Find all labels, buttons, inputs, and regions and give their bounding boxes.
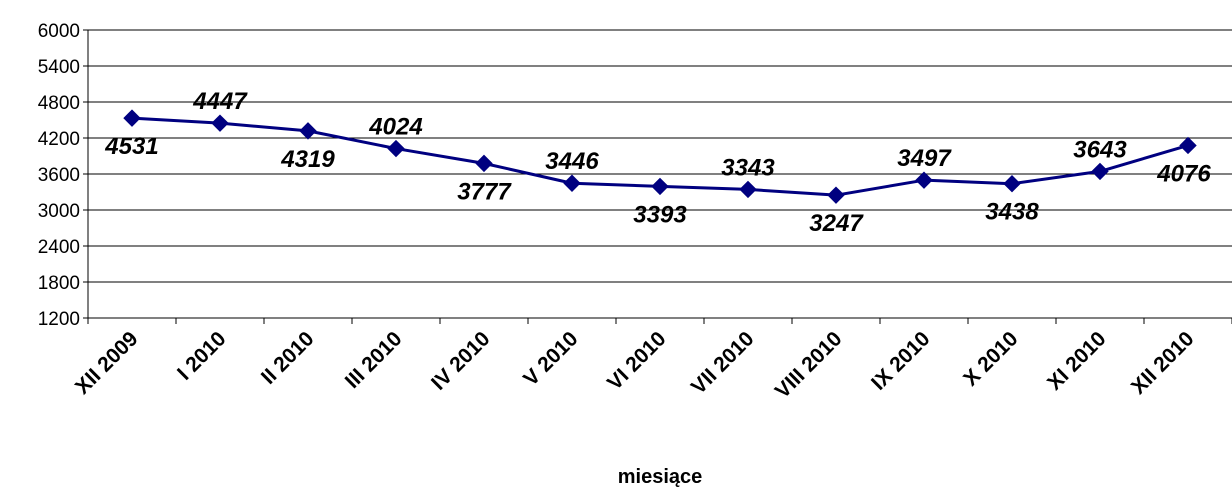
data-label: 3777 [457, 178, 512, 205]
data-label: 4447 [192, 88, 248, 115]
data-label: 3446 [545, 148, 599, 175]
data-label: 4531 [104, 133, 158, 160]
data-point-marker [827, 186, 845, 204]
x-axis: XII 2009 I 2010 II 2010 III 2010 IV 2010 V 20… [71, 317, 1232, 403]
x-tick-label: XII 2010 [1127, 327, 1199, 399]
data-point-marker [739, 180, 757, 199]
data-series [123, 109, 1197, 204]
y-tick-label: 3600 [38, 165, 80, 186]
y-tick-label: 6000 [38, 21, 80, 42]
data-point-marker [1091, 162, 1109, 181]
data-label: 3643 [1073, 136, 1127, 163]
x-tick-label: IV 2010 [427, 327, 494, 394]
x-tick-label: III 2010 [341, 327, 407, 393]
x-tick-label: X 2010 [959, 327, 1022, 390]
data-point-marker [211, 114, 229, 132]
data-label: 4076 [1156, 160, 1211, 187]
data-label: 3438 [985, 199, 1039, 226]
data-point-marker [563, 174, 581, 192]
gridlines [88, 29, 1232, 319]
data-label: 4024 [368, 114, 422, 141]
data-point-marker [915, 171, 933, 189]
data-point-marker [299, 122, 317, 140]
data-label: 4319 [280, 146, 335, 173]
x-tick-label: VII 2010 [687, 327, 759, 399]
data-point-marker [651, 177, 669, 196]
x-tick-label: V 2010 [519, 327, 582, 390]
x-tick-label: XI 2010 [1043, 327, 1110, 394]
y-axis: 1200 1800 2400 3000 3600 4200 4800 5400 6000 [38, 21, 89, 330]
data-point-marker [123, 109, 141, 127]
x-tick-label: VI 2010 [603, 327, 670, 394]
data-label: 3343 [721, 154, 775, 181]
data-point-marker [387, 139, 405, 158]
data-label: 3247 [809, 210, 864, 237]
x-tick-label: IX 2010 [867, 327, 934, 394]
y-tick-label: 2400 [38, 237, 80, 258]
y-tick-label: 3000 [38, 201, 80, 222]
y-tick-label: 1200 [38, 309, 80, 330]
data-point-marker [1003, 175, 1021, 193]
data-label: 3497 [897, 145, 952, 172]
y-tick-label: 1800 [38, 273, 80, 294]
data-point-marker [475, 154, 493, 173]
x-tick-label: I 2010 [173, 327, 231, 385]
x-tick-label: VIII 2010 [771, 327, 847, 403]
y-tick-label: 5400 [38, 57, 80, 78]
data-labels: 4531 4447 4319 4024 3777 3446 3393 3343 3247 3497… [104, 88, 1211, 237]
data-label: 3393 [633, 201, 687, 228]
x-tick-label: XII 2009 [71, 327, 143, 399]
y-tick-label: 4800 [38, 93, 80, 114]
y-tick-label: 4200 [38, 129, 80, 150]
data-point-marker [1179, 136, 1197, 155]
x-tick-label: II 2010 [257, 327, 319, 389]
x-axis-title: miesiące [618, 466, 703, 488]
